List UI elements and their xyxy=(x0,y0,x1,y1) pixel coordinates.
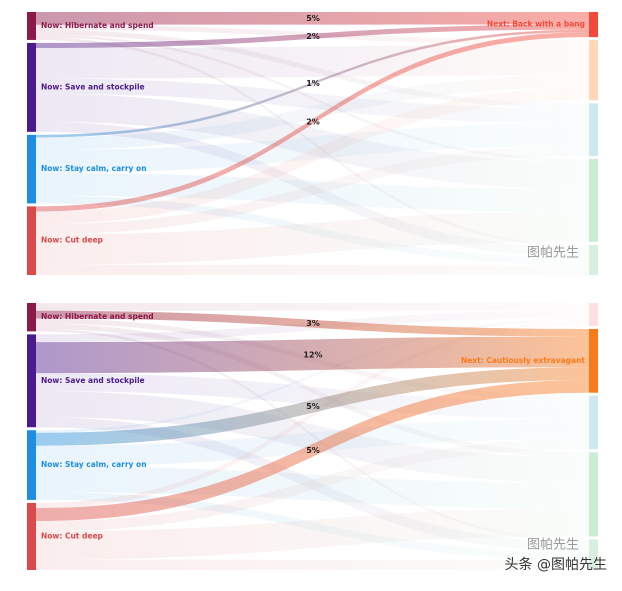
source-label: Now: Stay calm, carry on xyxy=(41,164,147,173)
target-label: Next: Back with a bang xyxy=(487,20,585,29)
flow xyxy=(36,367,589,446)
source-label: Now: Stay calm, carry on xyxy=(41,460,147,469)
flow xyxy=(36,45,589,79)
source-node xyxy=(27,206,36,275)
flow xyxy=(36,336,589,374)
flow xyxy=(36,87,589,225)
source-label: Now: Save and stockpile xyxy=(41,82,145,91)
source-node xyxy=(27,303,36,332)
watermark: 图帕先生 xyxy=(527,246,579,261)
target-node xyxy=(589,103,598,157)
flow xyxy=(36,310,589,337)
source-label: Now: Cut deep xyxy=(41,531,104,540)
value-label: 5% xyxy=(306,402,320,411)
flow xyxy=(36,24,589,49)
target-node xyxy=(589,12,598,38)
source-node xyxy=(27,134,36,204)
flow xyxy=(36,318,589,433)
flow xyxy=(36,75,589,151)
target-node xyxy=(589,303,598,326)
target-node xyxy=(589,328,598,393)
value-label: 5% xyxy=(306,14,320,23)
value-label: 5% xyxy=(306,446,320,455)
source-node xyxy=(27,502,36,570)
target-node xyxy=(589,452,598,537)
watermark: 头条 @图帕先生 xyxy=(505,556,607,573)
value-label: 2% xyxy=(306,32,320,41)
flow xyxy=(36,146,589,235)
flow xyxy=(36,379,589,521)
flow xyxy=(36,508,589,560)
value-label: 1% xyxy=(306,79,320,88)
target-node xyxy=(589,159,598,242)
target-node xyxy=(589,244,598,275)
source-label: Now: Cut deep xyxy=(41,236,104,245)
flow xyxy=(36,264,589,275)
source-label: Now: Hibernate and spend xyxy=(41,312,154,321)
flow xyxy=(36,12,589,25)
value-label: 3% xyxy=(306,319,320,328)
flow xyxy=(36,29,589,138)
target-node xyxy=(589,395,598,450)
source-label: Now: Hibernate and spend xyxy=(41,21,154,30)
flow xyxy=(36,559,589,570)
flow xyxy=(36,418,589,467)
source-label: Now: Save and stockpile xyxy=(41,376,145,385)
source-node xyxy=(27,12,36,40)
flow xyxy=(36,439,589,532)
flow xyxy=(36,303,589,311)
flow xyxy=(36,320,589,509)
target-label: Next: Cautiously extravagant xyxy=(461,356,585,365)
source-node xyxy=(27,430,36,500)
source-node xyxy=(27,42,36,132)
flow xyxy=(36,32,589,212)
source-node xyxy=(27,334,36,428)
value-label: 2% xyxy=(306,117,320,126)
flow xyxy=(36,123,589,173)
value-label: 12% xyxy=(303,350,322,359)
target-node xyxy=(589,539,598,570)
watermark: 图帕先生 xyxy=(527,538,579,553)
flow xyxy=(36,373,589,419)
target-node xyxy=(589,40,598,101)
flow xyxy=(36,211,589,265)
